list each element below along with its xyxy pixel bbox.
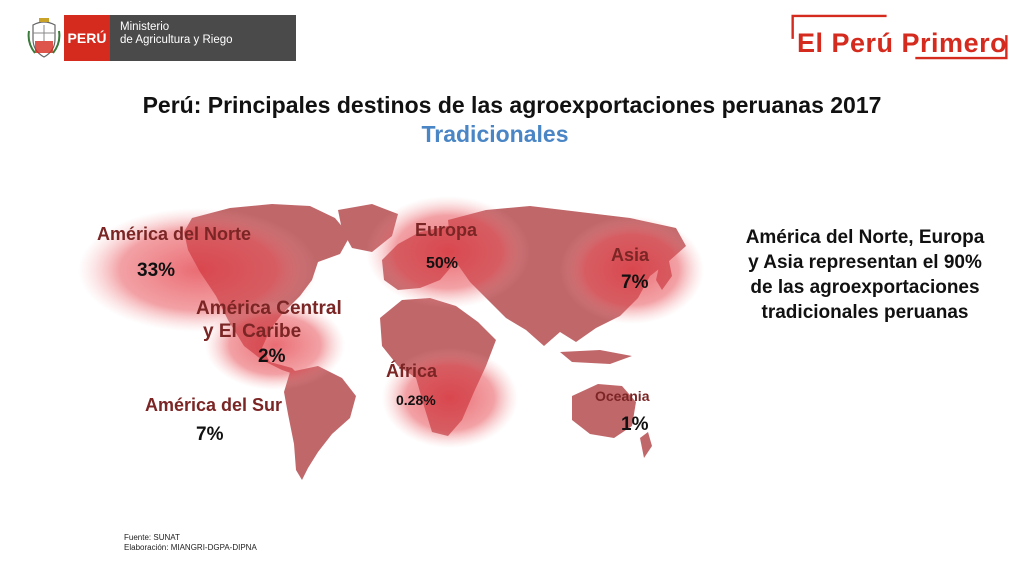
continent-south-america bbox=[284, 366, 356, 480]
share-africa: 0.28% bbox=[396, 392, 436, 408]
share-central-america: 2% bbox=[258, 346, 286, 367]
ministry-name: Ministerio de Agricultura y Riego bbox=[110, 15, 296, 61]
brand-frame bbox=[791, 14, 1008, 60]
brand-logo: El Perú Primero bbox=[787, 14, 1015, 62]
label-oceania: Oceania bbox=[595, 388, 650, 404]
continent-indonesia bbox=[560, 350, 632, 364]
share-north-america: 33% bbox=[137, 260, 176, 281]
page-subtitle: Tradicionales bbox=[421, 121, 569, 147]
label-central-america-line1: América Central bbox=[196, 298, 342, 319]
label-central-america-line2: y El Caribe bbox=[203, 321, 302, 342]
share-oceania: 1% bbox=[621, 414, 649, 435]
share-south-america: 7% bbox=[196, 424, 224, 445]
highlight-africa bbox=[382, 348, 518, 448]
source-line: Fuente: SUNAT bbox=[124, 533, 180, 542]
label-north-america: América del Norte bbox=[97, 224, 252, 244]
highlight-central-america bbox=[205, 300, 345, 390]
ministry-line1: Ministerio bbox=[120, 21, 170, 33]
highlight-asia bbox=[560, 216, 704, 324]
page-title: Perú: Principales destinos de las agroex… bbox=[142, 92, 882, 118]
region-highlights bbox=[78, 196, 704, 448]
source-note: Fuente: SUNAT Elaboración: MIANGRI-DGPA-… bbox=[124, 533, 257, 552]
ministry-logo: PERÚ Ministerio de Agricultura y Riego bbox=[26, 15, 296, 61]
country-label: PERÚ bbox=[64, 15, 110, 61]
label-asia: Asia bbox=[611, 245, 650, 265]
highlight-north-america bbox=[78, 208, 318, 332]
elaboration-line: Elaboración: MIANGRI-DGPA-DIPNA bbox=[124, 542, 257, 552]
continent-australia bbox=[572, 384, 636, 438]
label-africa: África bbox=[386, 361, 438, 381]
continent-new-zealand bbox=[640, 432, 652, 458]
share-asia: 7% bbox=[621, 272, 649, 293]
ministry-line2: de Agricultura y Riego bbox=[120, 34, 233, 46]
label-europe: Europa bbox=[415, 220, 478, 240]
highlight-europe bbox=[366, 196, 530, 308]
label-south-america: América del Sur bbox=[145, 395, 283, 415]
brand-text: El Perú Primero bbox=[797, 28, 1008, 58]
summary-note: América del Norte, Europa y Asia represe… bbox=[745, 227, 985, 323]
coat-of-arms-icon bbox=[26, 15, 62, 61]
share-europe: 50% bbox=[426, 255, 459, 272]
